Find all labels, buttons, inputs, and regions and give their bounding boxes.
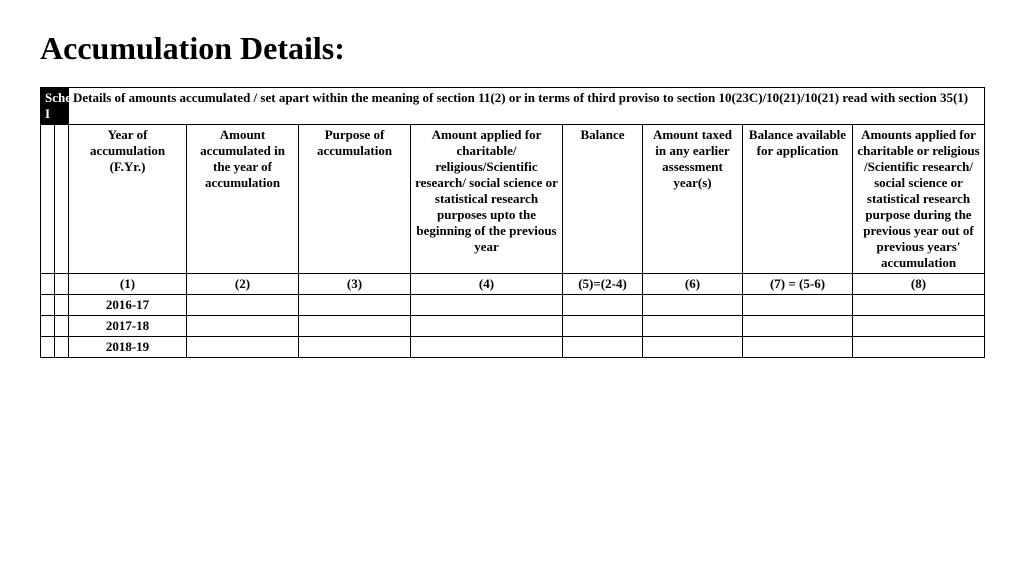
cell-c3 [299,337,411,358]
cell-c2 [187,337,299,358]
colnum-1: (1) [69,274,187,295]
cell-year: 2016-17 [69,295,187,316]
cell-c6 [643,337,743,358]
colnum-5: (5)=(2-4) [563,274,643,295]
cell-c2 [187,316,299,337]
cell-c7 [743,295,853,316]
cell-c5 [563,316,643,337]
col-amounts-applied-prev: Amounts applied for charitable or religi… [853,125,985,274]
colnum-6: (6) [643,274,743,295]
col-amount-accumulated: Amount accumulated in the year of accumu… [187,125,299,274]
table-row: 2018-19 [41,337,985,358]
col-amount-taxed: Amount taxed in any earlier assessment y… [643,125,743,274]
cell-c6 [643,316,743,337]
table-row: 2016-17 [41,295,985,316]
schedule-description: Details of amounts accumulated / set apa… [69,88,985,125]
column-number-row: (1) (2) (3) (4) (5)=(2-4) (6) (7) = (5-6… [41,274,985,295]
lead-col-2 [55,274,69,295]
table-row: 2017-18 [41,316,985,337]
cell-year: 2018-19 [69,337,187,358]
cell-year: 2017-18 [69,316,187,337]
schedule-label: Schedule I [41,88,69,125]
cell-c6 [643,295,743,316]
cell-c7 [743,316,853,337]
lead-col-2 [55,125,69,274]
page-title: Accumulation Details: [40,30,984,67]
colnum-2: (2) [187,274,299,295]
col-amount-applied: Amount applied for charitable/ religious… [411,125,563,274]
cell-c7 [743,337,853,358]
lead-col-1 [41,295,55,316]
cell-c8 [853,295,985,316]
colnum-3: (3) [299,274,411,295]
cell-c4 [411,316,563,337]
lead-col-1 [41,337,55,358]
column-headers-row: Year of accumulation (F.Yr.) Amount accu… [41,125,985,274]
col-purpose: Purpose of accumulation [299,125,411,274]
cell-c2 [187,295,299,316]
cell-c3 [299,295,411,316]
lead-col-1 [41,316,55,337]
cell-c4 [411,295,563,316]
cell-c4 [411,337,563,358]
colnum-7: (7) = (5-6) [743,274,853,295]
col-balance: Balance [563,125,643,274]
lead-col-1 [41,274,55,295]
cell-c8 [853,316,985,337]
colnum-8: (8) [853,274,985,295]
lead-col-2 [55,295,69,316]
cell-c3 [299,316,411,337]
col-year: Year of accumulation (F.Yr.) [69,125,187,274]
col-balance-available: Balance available for application [743,125,853,274]
lead-col-1 [41,125,55,274]
lead-col-2 [55,337,69,358]
lead-col-2 [55,316,69,337]
schedule-header-row: Schedule I Details of amounts accumulate… [41,88,985,125]
cell-c5 [563,337,643,358]
colnum-4: (4) [411,274,563,295]
cell-c5 [563,295,643,316]
cell-c8 [853,337,985,358]
schedule-table: Schedule I Details of amounts accumulate… [40,87,985,358]
